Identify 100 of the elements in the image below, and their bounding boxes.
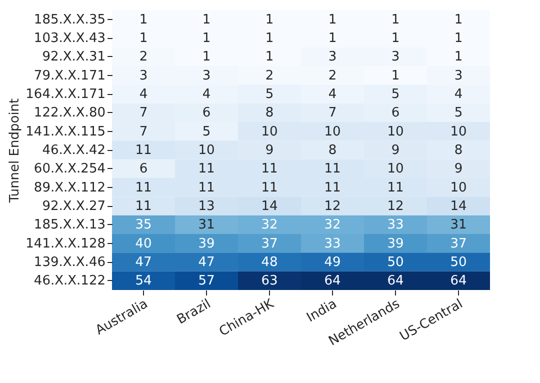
data-label: 14 bbox=[450, 199, 467, 214]
data-label: 2 bbox=[265, 68, 274, 84]
data-label: 5 bbox=[454, 106, 463, 121]
y-tick-label: 164.X.X.171 bbox=[26, 87, 106, 102]
y-tick-label: 92.X.X.27 bbox=[42, 199, 106, 214]
y-tick-label: 89.X.X.112 bbox=[34, 180, 106, 196]
data-label: 10 bbox=[261, 124, 278, 140]
data-label: 40 bbox=[135, 236, 152, 252]
data-label: 2 bbox=[328, 68, 337, 84]
data-label: 10 bbox=[387, 124, 404, 140]
data-label: 11 bbox=[135, 143, 152, 158]
data-label: 8 bbox=[265, 106, 274, 121]
data-label: 7 bbox=[139, 124, 148, 140]
data-label: 39 bbox=[198, 236, 215, 252]
data-label: 1 bbox=[391, 31, 400, 46]
data-label: 8 bbox=[328, 143, 337, 158]
y-tick-label: 103.X.X.43 bbox=[34, 31, 106, 46]
data-label: 3 bbox=[454, 68, 463, 84]
data-label: 32 bbox=[261, 218, 278, 233]
data-label: 11 bbox=[324, 162, 341, 177]
data-label: 13 bbox=[198, 199, 215, 214]
y-tick-label: 46.X.X.122 bbox=[34, 274, 106, 289]
data-label: 1 bbox=[202, 12, 211, 28]
data-label: 48 bbox=[261, 255, 278, 270]
y-tick-label: 122.X.X.80 bbox=[34, 106, 106, 121]
data-label: 37 bbox=[450, 236, 467, 252]
data-label: 11 bbox=[135, 199, 152, 214]
data-label: 14 bbox=[261, 199, 278, 214]
data-label: 1 bbox=[454, 31, 463, 46]
y-tick-label: 60.X.X.254 bbox=[34, 162, 106, 177]
data-label: 33 bbox=[387, 218, 404, 233]
data-label: 11 bbox=[261, 162, 278, 177]
data-label: 1 bbox=[202, 50, 211, 65]
data-label: 1 bbox=[391, 12, 400, 28]
y-tick-label: 139.X.X.46 bbox=[34, 255, 106, 270]
data-label: 1 bbox=[202, 31, 211, 46]
data-label: 4 bbox=[139, 87, 148, 102]
data-label: 54 bbox=[135, 274, 152, 289]
data-label: 7 bbox=[328, 106, 337, 121]
data-label: 12 bbox=[324, 199, 341, 214]
data-label: 11 bbox=[198, 162, 215, 177]
data-label: 1 bbox=[454, 50, 463, 65]
data-label: 3 bbox=[202, 68, 211, 84]
data-label: 11 bbox=[261, 180, 278, 196]
data-label: 1 bbox=[391, 68, 400, 84]
data-label: 33 bbox=[324, 236, 341, 252]
data-label: 7 bbox=[139, 106, 148, 121]
data-label: 1 bbox=[265, 50, 274, 65]
data-label: 4 bbox=[328, 87, 337, 102]
data-label: 5 bbox=[202, 124, 211, 140]
data-label: 5 bbox=[391, 87, 400, 102]
data-label: 11 bbox=[387, 180, 404, 196]
y-tick-label: 46.X.X.42 bbox=[42, 143, 106, 158]
data-label: 63 bbox=[261, 274, 278, 289]
data-label: 57 bbox=[198, 274, 215, 289]
y-tick-label: 185.X.X.35 bbox=[34, 12, 106, 28]
data-label: 4 bbox=[202, 87, 211, 102]
data-label: 2 bbox=[139, 50, 148, 65]
data-label: 6 bbox=[202, 106, 211, 121]
data-label: 11 bbox=[198, 180, 215, 196]
data-label: 9 bbox=[265, 143, 274, 158]
data-label: 4 bbox=[454, 87, 463, 102]
data-label: 50 bbox=[450, 255, 467, 270]
data-label: 31 bbox=[450, 218, 467, 233]
data-label: 11 bbox=[135, 180, 152, 196]
y-tick-label: 141.X.X.115 bbox=[26, 124, 106, 140]
data-label: 6 bbox=[139, 162, 148, 177]
data-label: 35 bbox=[135, 218, 152, 233]
data-label: 10 bbox=[450, 124, 467, 140]
data-label: 64 bbox=[324, 274, 341, 289]
data-label: 10 bbox=[324, 124, 341, 140]
data-label: 9 bbox=[391, 143, 400, 158]
data-label: 1 bbox=[328, 31, 337, 46]
data-label: 10 bbox=[450, 180, 467, 196]
data-label: 8 bbox=[454, 143, 463, 158]
data-label: 32 bbox=[324, 218, 341, 233]
data-label: 1 bbox=[139, 12, 148, 28]
data-label: 1 bbox=[265, 31, 274, 46]
data-label: 10 bbox=[198, 143, 215, 158]
data-label: 3 bbox=[328, 50, 337, 65]
y-tick-label: 185.X.X.13 bbox=[34, 218, 106, 233]
y-tick-label: 141.X.X.128 bbox=[26, 236, 106, 252]
y-tick-label: 92.X.X.31 bbox=[42, 50, 106, 65]
data-label: 6 bbox=[391, 106, 400, 121]
data-label: 5 bbox=[265, 87, 274, 102]
data-label: 31 bbox=[198, 218, 215, 233]
data-label: 37 bbox=[261, 236, 278, 252]
data-label: 3 bbox=[391, 50, 400, 65]
y-axis-title: Tunnel Endpoint bbox=[8, 98, 23, 204]
data-label: 1 bbox=[265, 12, 274, 28]
data-label: 10 bbox=[387, 162, 404, 177]
y-tick-label: 79.X.X.171 bbox=[34, 68, 106, 84]
data-label: 64 bbox=[450, 274, 467, 289]
data-label: 1 bbox=[454, 12, 463, 28]
data-label: 47 bbox=[135, 255, 152, 270]
data-label: 1 bbox=[139, 31, 148, 46]
data-label: 49 bbox=[324, 255, 341, 270]
data-label: 64 bbox=[387, 274, 404, 289]
data-label: 3 bbox=[139, 68, 148, 84]
data-label: 11 bbox=[324, 180, 341, 196]
